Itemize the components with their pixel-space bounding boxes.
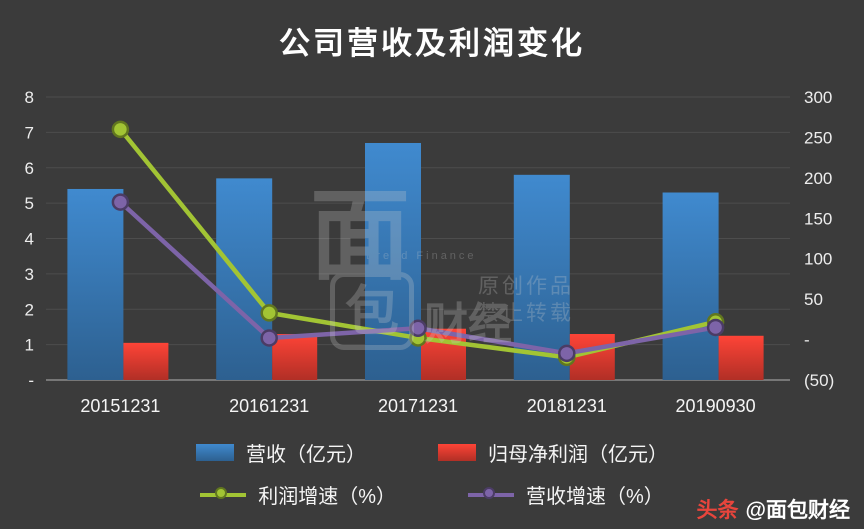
x-axis-label: 20181231 (527, 396, 607, 416)
left-axis-tick: 5 (25, 194, 34, 213)
x-axis-label: 20171231 (378, 396, 458, 416)
left-axis-tick: 8 (25, 88, 34, 107)
revenue-growth-marker (558, 344, 576, 363)
right-axis-tick: 100 (804, 250, 832, 269)
legend-item-revenue-growth: 营收增速（%） (468, 480, 664, 509)
legend-row-bars: 营收（亿元） 归母净利润（亿元） (196, 438, 668, 467)
left-axis-tick: 3 (25, 265, 34, 284)
legend-label-profit-growth: 利润增速（%） (258, 486, 396, 508)
toutiao-logo: 头条 (696, 499, 739, 522)
toutiao-handle: @面包财经 (745, 499, 850, 522)
right-axis-tick: 200 (804, 169, 832, 188)
left-axis-tick: 7 (25, 123, 34, 142)
right-axis-tick: 150 (804, 209, 832, 228)
chart-canvas: 8 7 6 5 4 3 2 1 - 300 250 200 150 100 50 - (50) 20151231 2… (25, 88, 835, 416)
legend-item-profit-growth: 利润增速（%） (200, 480, 396, 509)
profit-growth-swatch (200, 486, 247, 503)
profit-bar (272, 334, 318, 380)
profit-bar (718, 335, 764, 380)
right-axis-tick: 300 (804, 88, 832, 107)
legend-row-lines: 利润增速（%） 营收增速（%） (200, 480, 664, 509)
revenue-growth-marker-swatch (483, 487, 495, 499)
legend-label-revenue: 营收（亿元） (246, 444, 366, 466)
right-axis-tick: 250 (804, 128, 832, 147)
toutiao-watermark: 头条 @面包财经 (697, 494, 850, 524)
left-axis-tick: 6 (25, 159, 34, 178)
legend-item-profit: 归母净利润（亿元） (438, 438, 668, 467)
revenue-growth-marker (706, 318, 725, 337)
revenue-growth-swatch (468, 486, 514, 503)
revenue-growth-marker (409, 319, 427, 338)
legend-label-revenue-growth: 营收增速（%） (526, 486, 664, 508)
revenue-bar (662, 192, 719, 380)
revenue-swatch (196, 444, 234, 461)
left-axis-tick: 1 (25, 336, 34, 355)
right-axis-tick: 50 (804, 290, 823, 309)
profit-growth-marker (260, 304, 278, 322)
chart-title: 公司营收及利润变化 (279, 26, 585, 61)
profit-bar (123, 342, 169, 380)
profit-growth-marker-swatch (215, 487, 228, 499)
profit-swatch (438, 444, 476, 461)
revenue-growth-marker (111, 193, 130, 211)
x-axis-label: 20151231 (80, 396, 160, 416)
revenue-growth-marker (260, 329, 278, 347)
legend-label-profit: 归母净利润（亿元） (488, 444, 668, 466)
profit-growth-marker (111, 120, 130, 139)
revenue-bar (67, 188, 124, 380)
left-axis-tick: 4 (25, 230, 34, 249)
right-axis-tick: (50) (804, 371, 834, 390)
left-axis-tick: - (28, 371, 34, 390)
x-axis-label: 20190930 (676, 396, 756, 416)
x-axis-label: 20161231 (229, 396, 309, 416)
left-axis-tick: 2 (25, 300, 34, 319)
legend-item-revenue: 营收（亿元） (196, 438, 366, 467)
chart-legend: 营收（亿元） 归母净利润（亿元） 利润增速（%） 营收增速（%） (0, 438, 864, 509)
right-axis-tick: - (804, 331, 810, 350)
